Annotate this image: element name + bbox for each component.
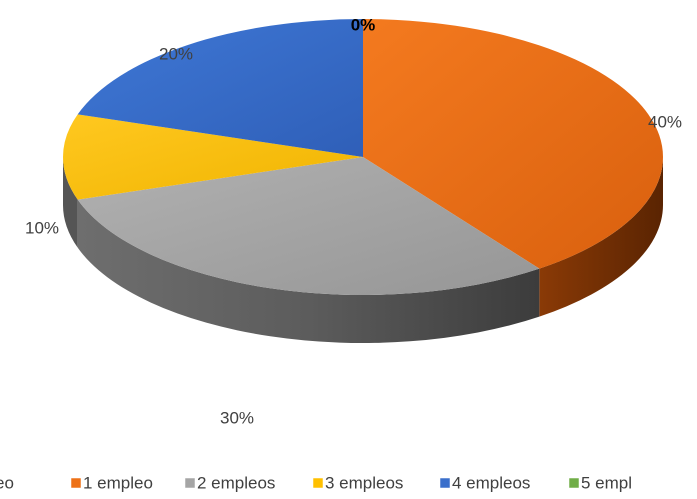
data-label-2-empleos: 30% <box>220 408 254 427</box>
data-label-3-empleos: 10% <box>25 218 59 237</box>
slice-1-empleo <box>363 19 663 269</box>
pie-slices <box>63 19 663 343</box>
legend: eo 1 empleo 2 empleos 3 empleos 4 empleos 5 e… <box>0 473 632 492</box>
data-label-1-empleo: 40% <box>648 112 682 131</box>
legend-swatch-1-empleo <box>70 477 82 489</box>
legend-label-5-empleos: 5 empl <box>581 473 632 492</box>
legend-swatch-4-empleos <box>439 477 451 489</box>
legend-label-3-empleos: 3 empleos <box>325 473 403 492</box>
legend-label-0-empleo: eo <box>0 473 14 492</box>
slice-side-3-empleos <box>63 157 78 248</box>
legend-swatch-3-empleos <box>312 477 324 489</box>
slice-2-empleos <box>77 157 540 296</box>
slice-side-1-empleo <box>539 157 663 317</box>
legend-swatch-5-empleos <box>568 477 580 489</box>
legend-label-4-empleos: 4 empleos <box>452 473 530 492</box>
data-labels: 0% 40% 30% 10% 20% <box>25 15 682 427</box>
legend-swatch-2-empleos <box>184 477 196 489</box>
data-label-4-empleos: 20% <box>159 44 193 63</box>
slice-side-2-empleos <box>77 199 540 343</box>
slice-4-empleos <box>77 19 363 157</box>
data-label-0-empleo: 0% <box>351 15 376 34</box>
legend-label-2-empleos: 2 empleos <box>197 473 275 492</box>
legend-label-1-empleo: 1 empleo <box>83 473 153 492</box>
slice-3-empleos <box>63 114 364 200</box>
